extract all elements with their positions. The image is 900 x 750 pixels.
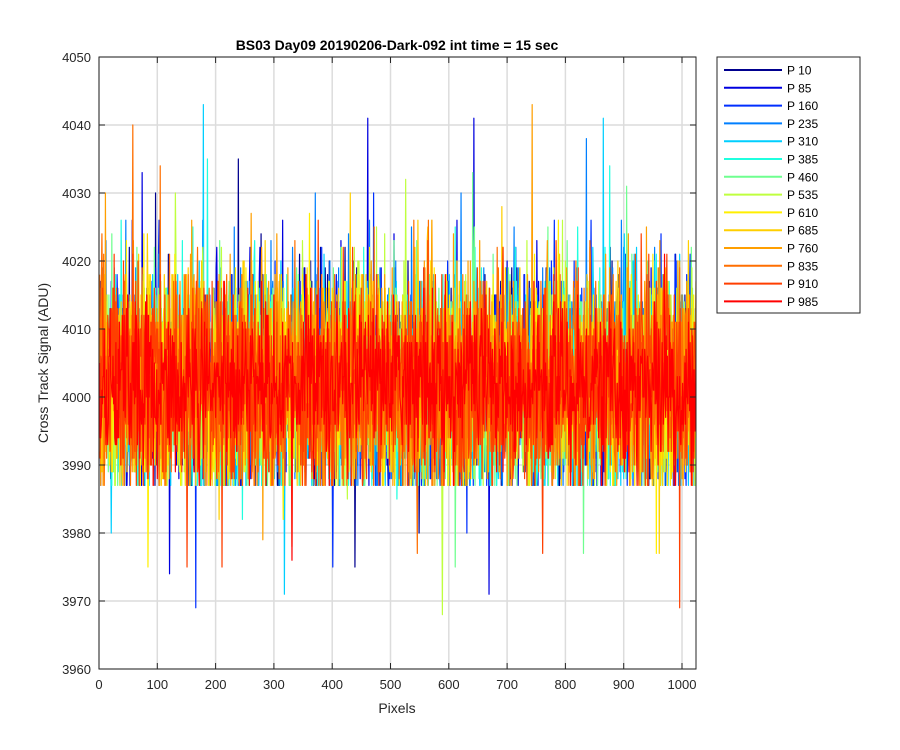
legend-item: P 460	[724, 170, 818, 184]
x-tick-label: 1000	[668, 677, 697, 692]
series-lines	[99, 104, 696, 616]
y-tick-label: 3980	[62, 526, 91, 541]
series-line	[99, 219, 696, 609]
legend-items: P 10 P 85 P 160 P 235 P 310 P 385 P 460 P 535 P …	[724, 64, 818, 309]
x-tick-label: 200	[205, 677, 227, 692]
legend-item: P 235	[724, 117, 818, 131]
legend-item: P 385	[724, 153, 818, 167]
legend-label: P 535	[787, 188, 818, 202]
plot-area	[99, 104, 696, 616]
legend-label: P 760	[787, 242, 818, 256]
legend-item: P 685	[724, 224, 818, 238]
legend-label: P 610	[787, 206, 818, 220]
axes	[98, 56, 697, 670]
legend-label: P 10	[787, 64, 812, 78]
y-tick-label: 4010	[62, 322, 91, 337]
legend-item: P 10	[724, 64, 812, 78]
y-tick-label: 3960	[62, 662, 91, 677]
legend-label: P 310	[787, 135, 818, 149]
chart-title: BS03 Day09 20190206-Dark-092 int time = …	[236, 37, 559, 53]
legend-item: P 835	[724, 259, 818, 273]
x-tick-label: 500	[380, 677, 402, 692]
x-tick-label: 100	[146, 677, 168, 692]
x-tick-label: 700	[496, 677, 518, 692]
legend-label: P 460	[787, 170, 818, 184]
legend-label: P 985	[787, 295, 818, 309]
axes-box	[98, 56, 697, 670]
y-tick-label: 4050	[62, 50, 91, 65]
legend-label: P 385	[787, 153, 818, 167]
x-tick-label: 600	[438, 677, 460, 692]
legend-label: P 85	[787, 81, 812, 95]
x-tick-label: 900	[613, 677, 635, 692]
legend-item: P 535	[724, 188, 818, 202]
legend-item: P 85	[724, 81, 812, 95]
y-axis-label: Cross Track Signal (ADU)	[35, 283, 51, 443]
legend-label: P 685	[787, 224, 818, 238]
legend-item: P 610	[724, 206, 818, 220]
y-tick-label: 3970	[62, 594, 91, 609]
y-tick-label: 3990	[62, 458, 91, 473]
legend-item: P 910	[724, 277, 818, 291]
y-tick-label: 4000	[62, 390, 91, 405]
x-axis-label: Pixels	[378, 700, 415, 716]
series-line	[99, 253, 696, 561]
x-tick-label: 300	[263, 677, 285, 692]
legend-item: P 310	[724, 135, 818, 149]
y-tick-label: 4040	[62, 118, 91, 133]
legend-item: P 985	[724, 295, 818, 309]
legend-item: P 160	[724, 99, 818, 113]
legend-box	[716, 56, 861, 314]
x-tick-label: 800	[555, 677, 577, 692]
y-tick-label: 4020	[62, 254, 91, 269]
tick-labels: 0 100 200 300 400 500 600 700 800 900 1000 3960 3970…	[62, 50, 696, 692]
x-tick-label: 400	[321, 677, 343, 692]
legend-item: P 760	[724, 242, 818, 256]
y-tick-label: 4030	[62, 186, 91, 201]
legend-label: P 835	[787, 259, 818, 273]
legend: P 10 P 85 P 160 P 235 P 310 P 385 P 460 P 535 P …	[716, 56, 861, 314]
legend-label: P 160	[787, 99, 818, 113]
legend-label: P 910	[787, 277, 818, 291]
x-tick-label: 0	[95, 677, 102, 692]
legend-label: P 235	[787, 117, 818, 131]
